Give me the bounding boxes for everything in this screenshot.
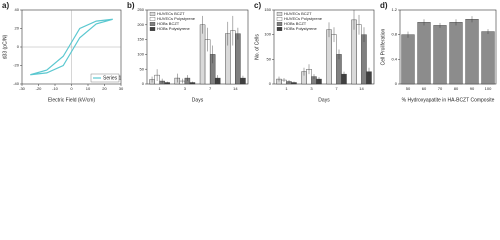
- x-tick-label: 0: [70, 86, 73, 91]
- bar: [235, 33, 241, 85]
- x-tick-label: 3: [310, 86, 313, 91]
- figure: a) d33 (pC/N) Electric Field (kV/cm) -40 -20…: [2, 1, 497, 103]
- x-tick-label: 30: [119, 86, 124, 91]
- legend-label: HOBs Polystyrene: [157, 26, 190, 31]
- x-tick-label: -30: [19, 86, 26, 91]
- x-axis-label: Electric Field (kV/cm): [48, 97, 96, 103]
- legend-label: HOBs Polystyrene: [284, 26, 317, 31]
- legend-label: HUVECs BCZT: [284, 11, 312, 16]
- y-tick-label: 1.2: [391, 7, 397, 12]
- y-tick-label: 50: [267, 56, 272, 61]
- x-tick-label: 90: [470, 86, 475, 91]
- y-tick-label: 40: [15, 7, 20, 12]
- bar: [361, 34, 367, 85]
- legend-label: HUVECs BCZT: [157, 11, 185, 16]
- x-tick-label: 20: [102, 86, 107, 91]
- legend-swatch: [149, 12, 156, 16]
- y-tick-label: 0: [269, 81, 272, 86]
- legend-swatch: [276, 12, 283, 16]
- legend-label: HUVECs Polystyrene: [157, 16, 196, 21]
- legend-swatch: [276, 17, 283, 21]
- legend-label: HOBs BCZT: [157, 21, 180, 26]
- x-axis-label: Days: [192, 97, 204, 103]
- x-tick-label: 1: [159, 86, 162, 91]
- x-tick-label: 80: [454, 86, 459, 91]
- y-tick-label: -40: [13, 81, 20, 86]
- legend-box: [90, 73, 120, 83]
- plot-frame: [146, 9, 249, 85]
- x-tick-label: 3: [184, 86, 187, 91]
- bar: [331, 34, 337, 85]
- bar: [465, 19, 479, 85]
- legend-swatch: [149, 27, 156, 31]
- bar: [449, 22, 463, 85]
- bar: [481, 31, 495, 85]
- bar: [401, 34, 415, 85]
- y-tick-label: 50: [140, 66, 145, 71]
- y-tick-label: 150: [137, 37, 144, 42]
- y-tick-label: 100: [264, 32, 271, 37]
- x-tick-label: 70: [438, 86, 443, 91]
- y-tick-label: 100: [137, 51, 144, 56]
- loop-line: [30, 18, 113, 76]
- panel-label: d): [380, 1, 388, 10]
- legend-label: HOBs BCZT: [284, 21, 307, 26]
- plot-frame: [399, 9, 497, 85]
- bar: [326, 29, 332, 85]
- y-tick-label: 200: [137, 22, 144, 27]
- y-tick-label: 0.8: [391, 32, 397, 37]
- x-tick-label: 60: [422, 86, 427, 91]
- x-tick-label: 1: [285, 86, 288, 91]
- x-tick-label: 7: [335, 86, 338, 91]
- y-axis-label: Cell Proliferation: [380, 28, 386, 65]
- x-tick-label: 14: [233, 86, 238, 91]
- x-tick-label: 7: [209, 86, 212, 91]
- legend-swatch: [276, 27, 283, 31]
- legend-label: HUVECs Polystyrene: [284, 16, 323, 21]
- y-tick-label: 150: [264, 7, 271, 12]
- x-tick-label: 100: [485, 86, 492, 91]
- y-tick-label: 0: [17, 44, 20, 49]
- panel-label: c): [254, 1, 261, 10]
- y-tick-label: 0: [395, 81, 398, 86]
- x-tick-label: 50: [406, 86, 411, 91]
- y-tick-label: 20: [15, 26, 20, 31]
- bar: [433, 25, 447, 85]
- x-axis-label: % Hydroxyapatite in HA-BCZT Composite: [402, 97, 495, 103]
- plot-frame: [273, 9, 375, 85]
- legend-swatch: [149, 22, 156, 26]
- x-tick-label: -10: [52, 86, 59, 91]
- y-tick-label: 250: [137, 7, 144, 12]
- x-tick-label: -20: [36, 86, 43, 91]
- panel-label: b): [127, 1, 135, 10]
- y-axis-label: d33 (pC/N): [2, 34, 8, 59]
- legend-label: Series 1: [103, 75, 122, 81]
- y-tick-label: 0: [142, 81, 145, 86]
- x-tick-label: 14: [359, 86, 364, 91]
- panel-label: a): [2, 1, 9, 10]
- legend-swatch: [276, 22, 283, 26]
- legend-swatch: [149, 17, 156, 21]
- y-tick-label: 0.4: [391, 56, 397, 61]
- bar: [417, 22, 431, 85]
- x-tick-label: 10: [86, 86, 91, 91]
- x-axis-label: Days: [318, 97, 330, 103]
- y-axis-label: No. of Cells: [254, 34, 260, 60]
- page: a) d33 (pC/N) Electric Field (kV/cm) -40 -20…: [0, 0, 500, 105]
- y-tick-label: -20: [13, 63, 20, 68]
